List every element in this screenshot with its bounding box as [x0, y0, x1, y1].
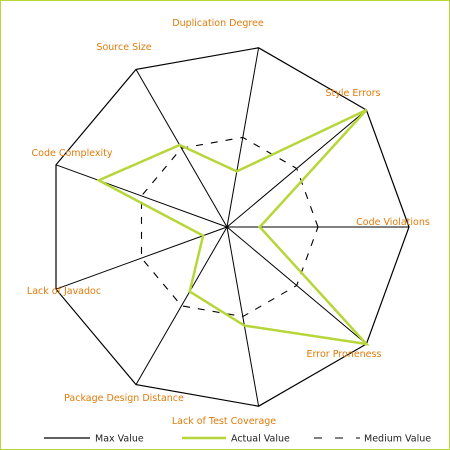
axis-label-lack-of-test-coverage: Lack of Test Coverage — [172, 416, 276, 427]
axis-labels: Code Violations Style Errors Duplication D… — [27, 18, 430, 427]
axis-label-error-proneness: Error Proneness — [307, 349, 382, 360]
axis-label-source-size: Source Size — [96, 42, 151, 53]
axis-line-lack-of-javadoc — [55, 226, 228, 290]
axis-line-code-complexity — [55, 164, 228, 228]
series-medium-value-polygon — [140, 136, 319, 318]
series-actual-value-polygon — [95, 108, 370, 346]
axis-label-code-complexity: Code Complexity — [32, 148, 113, 159]
axis-label-lack-of-javadoc: Lack of Javadoc — [27, 286, 101, 297]
legend-label-medium-value: Medium Value — [364, 434, 431, 445]
axis-label-duplication-degree: Duplication Degree — [172, 18, 264, 29]
axis-label-package-design-distance: Package Design Distance — [64, 393, 184, 404]
legend-label-actual-value: Actual Value — [231, 434, 290, 445]
axis-label-style-errors: Style Errors — [326, 88, 381, 99]
legend-label-max-value: Max Value — [95, 434, 144, 445]
axis-line-package-design-distance — [135, 226, 228, 385]
axis-label-code-violations: Code Violations — [356, 217, 430, 228]
series-max-value-polygon — [55, 47, 410, 407]
legend: Max Value Actual Value Medium Value — [44, 434, 431, 445]
